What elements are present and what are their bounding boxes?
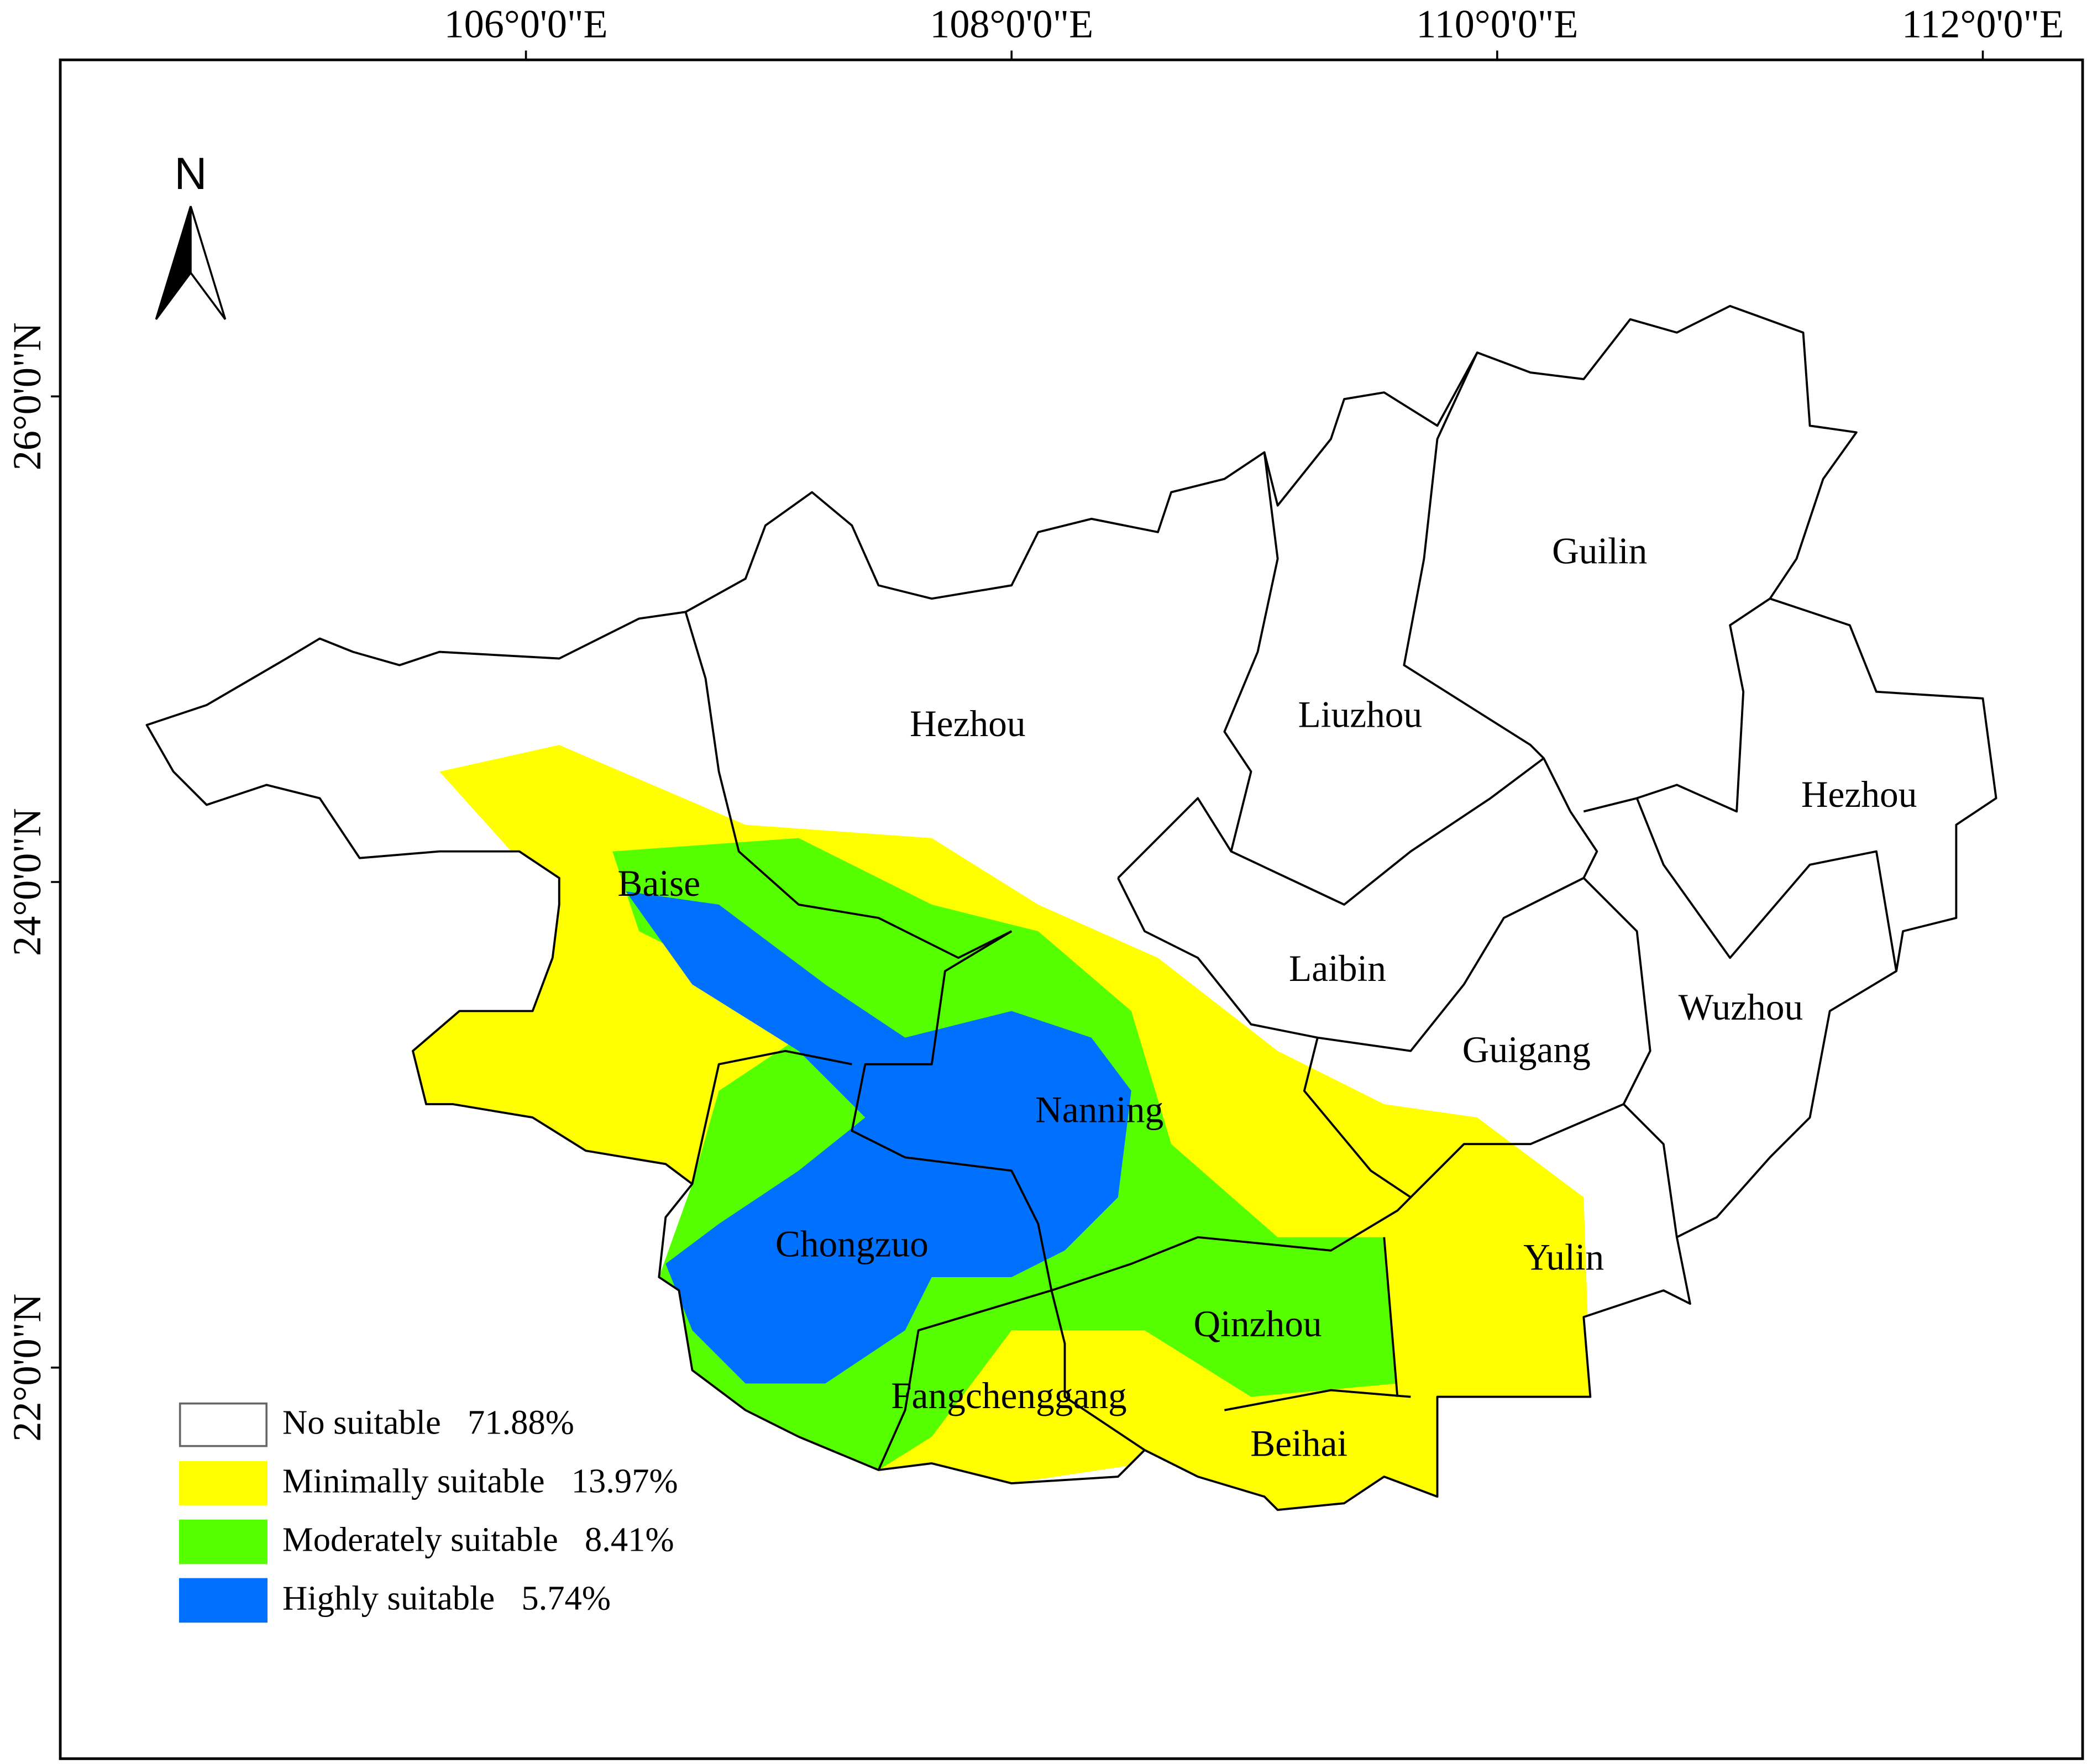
district-boundary (1223, 452, 1571, 906)
legend-label: Minimally suitable (282, 1462, 544, 1500)
city-label: Laibin (1289, 948, 1386, 989)
legend-percent: 71.88% (468, 1403, 574, 1442)
legend-label: No suitable (282, 1403, 441, 1442)
district-boundary (691, 1049, 852, 1184)
legend-text: Highly suitable 5.74% (282, 1579, 611, 1618)
district-boundary (851, 930, 1053, 1291)
longitude-label: 106°0'0"E (444, 2, 608, 46)
latitude-label: 22°0'0"N (5, 1294, 49, 1442)
district-boundary (1403, 352, 1545, 759)
city-label: Fangchenggang (891, 1375, 1127, 1416)
city-label: Beihai (1250, 1423, 1347, 1464)
city-label: Nanning (1035, 1089, 1163, 1130)
highly-suitable-area (626, 891, 1131, 1384)
legend-swatch (179, 1578, 268, 1623)
north-label: N (174, 149, 207, 199)
city-label: Liuzhou (1298, 694, 1423, 735)
map-frame (59, 58, 2084, 1760)
longitude-label: 110°0'0"E (1416, 2, 1578, 46)
legend-swatch (179, 1402, 268, 1447)
legend-swatch (179, 1519, 268, 1565)
district-boundary (1117, 797, 1233, 879)
legend-percent: 5.74% (521, 1579, 611, 1618)
district-boundary (684, 611, 1013, 959)
legend-label: Moderately suitable (282, 1520, 558, 1559)
district-boundary (1224, 1389, 1411, 1411)
city-label: Hezhou (1801, 774, 1917, 815)
latitude-label: 26°0'0"N (5, 322, 49, 470)
city-label: Qinzhou (1194, 1303, 1322, 1345)
legend-text: No suitable 71.88% (282, 1403, 574, 1442)
boundaries (145, 305, 1997, 1511)
city-label: Yulin (1523, 1237, 1604, 1278)
legend-text: Minimally suitable 13.97% (282, 1462, 678, 1500)
legend-text: Moderately suitable 8.41% (282, 1520, 674, 1559)
district-boundary (1051, 1196, 1412, 1292)
legend-percent: 8.41% (585, 1520, 674, 1559)
legend: No suitable 71.88% Minimally suitable 13.97… (179, 1402, 678, 1623)
latitude-label: 24°0'0"N (5, 808, 49, 956)
city-label: Guigang (1462, 1029, 1591, 1070)
district-boundary (1582, 877, 1678, 1238)
district-boundary (1383, 1237, 1399, 1397)
longitude-label: 108°0'0"E (930, 2, 1093, 46)
city-label: Guilin (1552, 530, 1647, 571)
city-label: Wuzhou (1679, 986, 1803, 1028)
district-boundary (1050, 1290, 1146, 1451)
longitude-label: 112°0'0"E (1902, 2, 2064, 46)
north-arrow-right (190, 206, 227, 320)
legend-percent: 13.97% (571, 1462, 678, 1500)
legend-swatch (179, 1461, 268, 1506)
district-boundary (877, 1289, 1052, 1471)
north-arrow: N (155, 149, 227, 320)
suitability-layer (412, 745, 1591, 1510)
district-boundary (1117, 811, 1598, 1052)
legend-label: Highly suitable (282, 1579, 495, 1618)
district-boundary (1635, 797, 1897, 972)
city-label: Chongzuo (775, 1223, 929, 1264)
city-label: Baise (617, 863, 700, 904)
city-label: Hezhou (910, 703, 1026, 744)
